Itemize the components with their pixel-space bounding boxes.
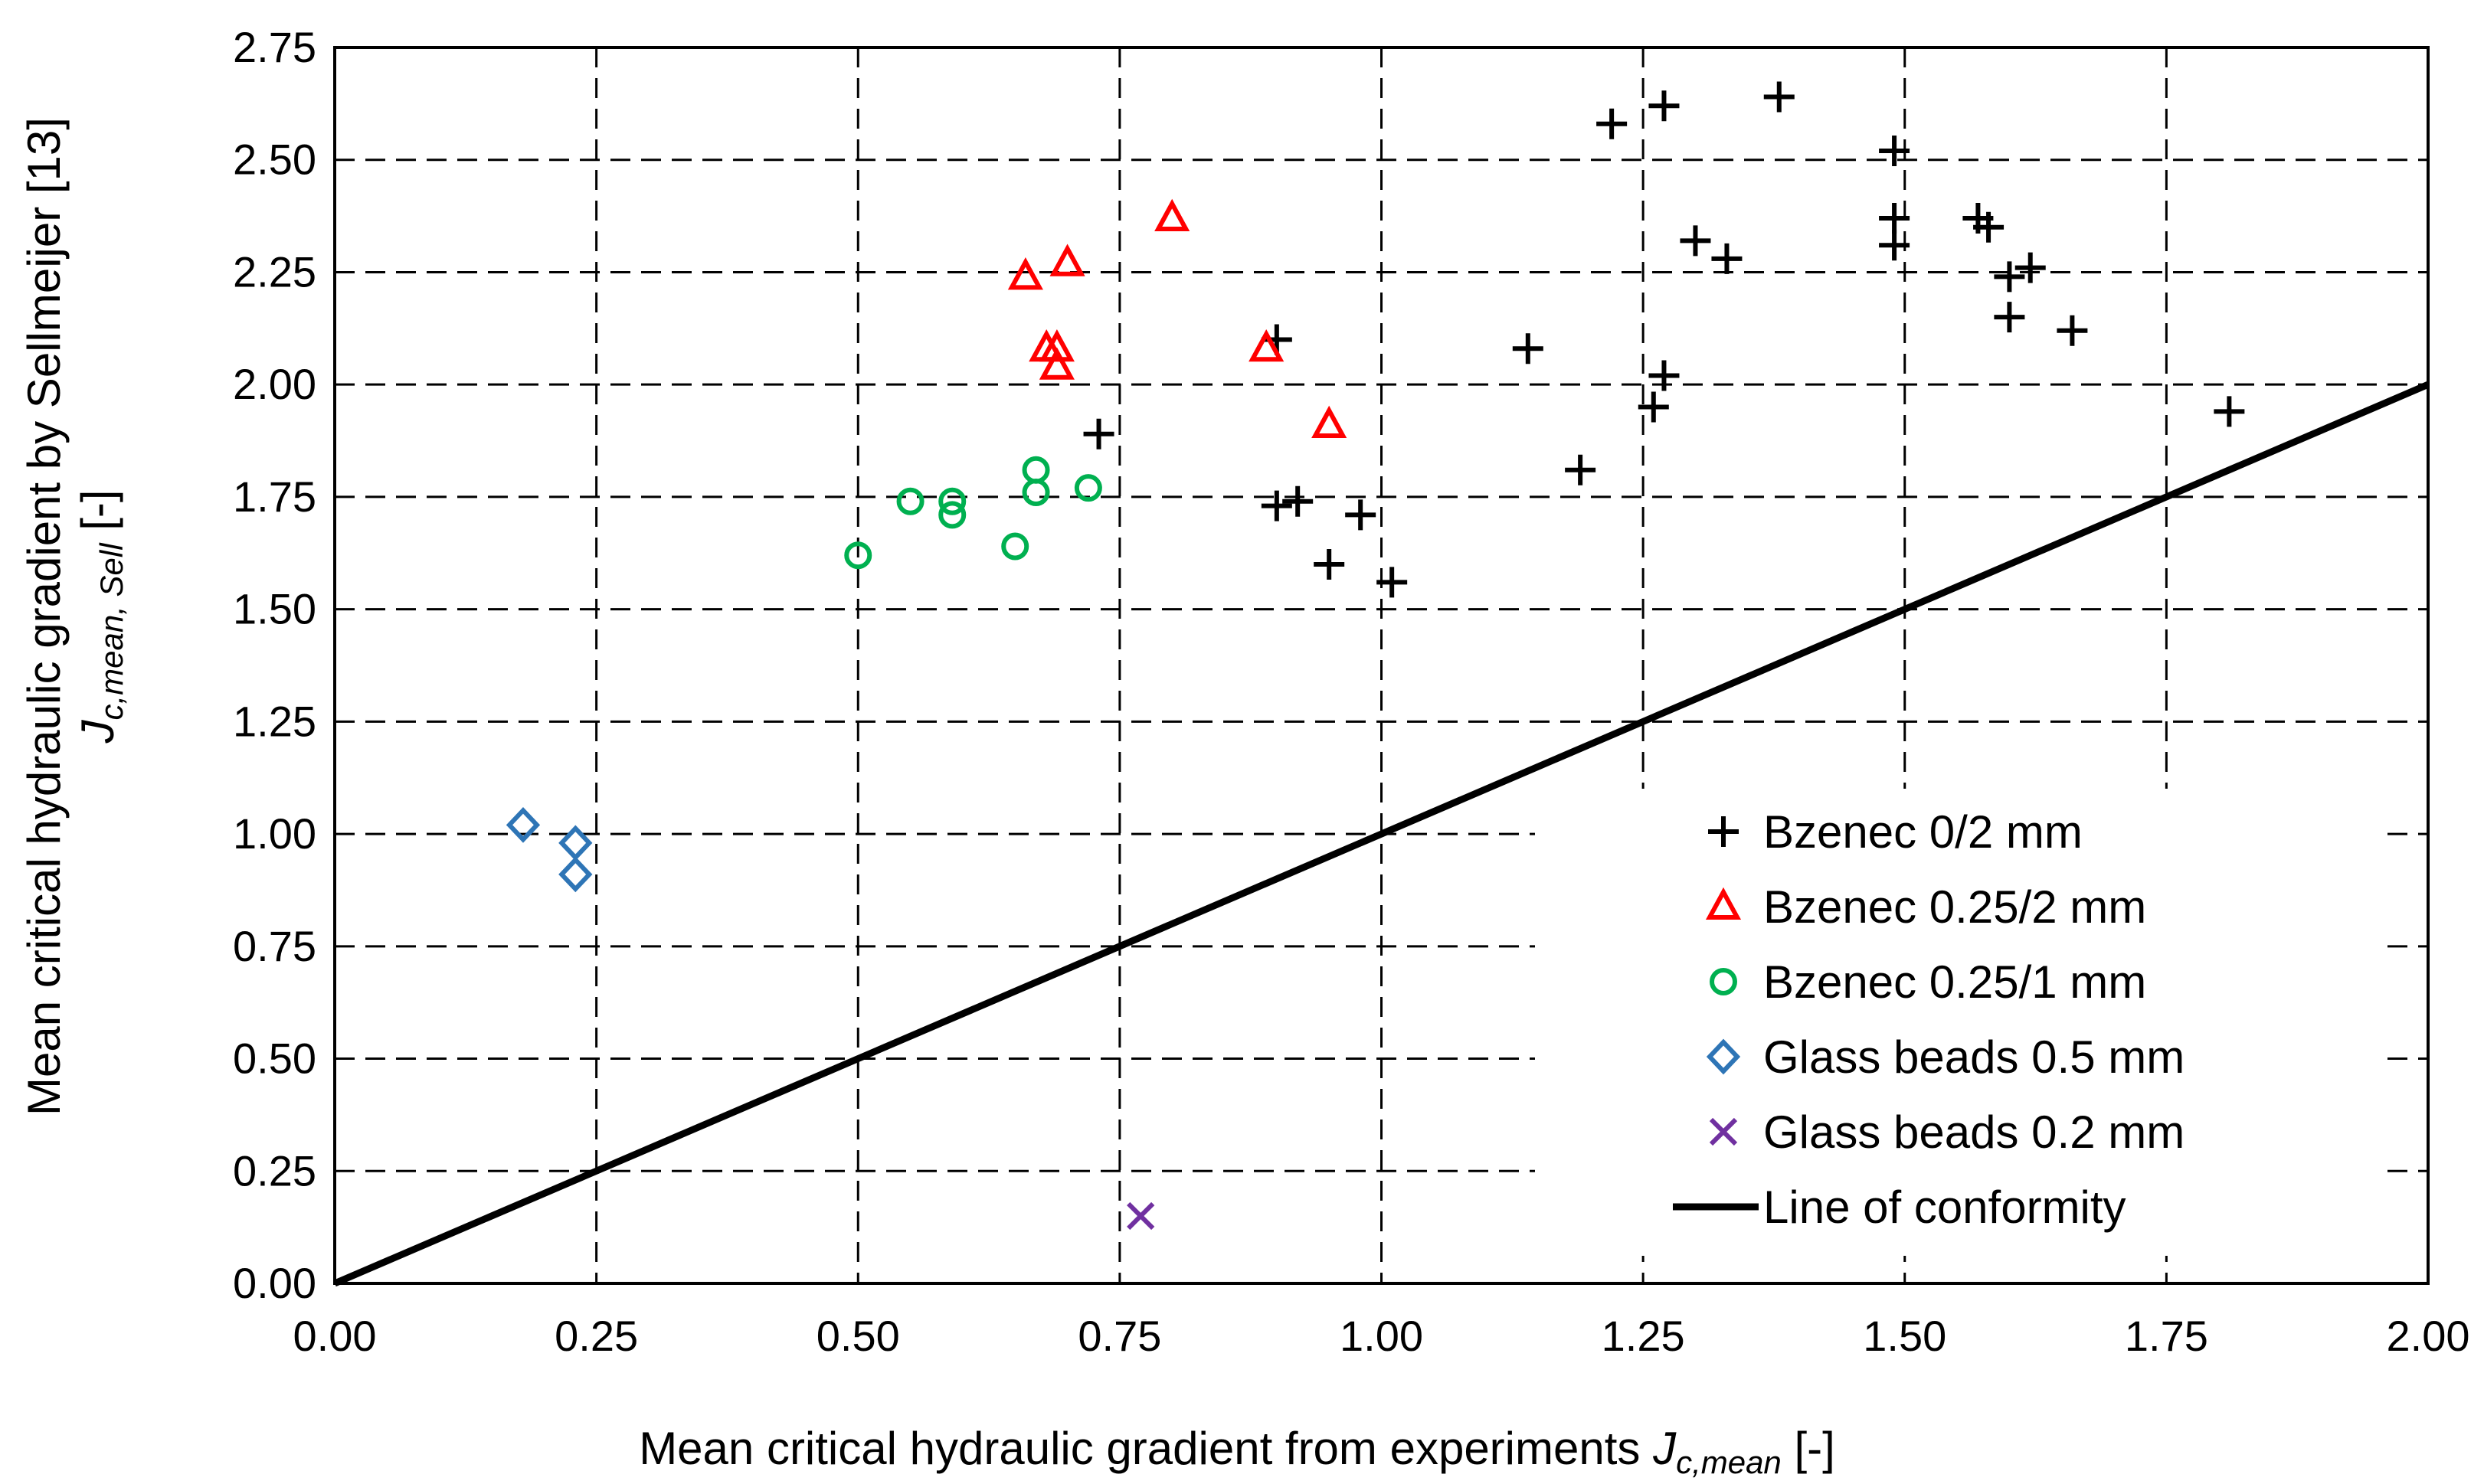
legend: Bzenec 0/2 mm Bzenec 0.25/2 mm Bzenec 0.25… bbox=[1673, 806, 2185, 1233]
y-tick-label: 0.50 bbox=[233, 1035, 316, 1083]
y-axis-label-subscript: c,mean, Sell bbox=[93, 542, 129, 721]
point-bzenec-0-2-mm bbox=[1314, 548, 1345, 580]
x-axis-label-symbol: J bbox=[1652, 1423, 1677, 1474]
point-bzenec-0-25-1-mm bbox=[844, 541, 872, 570]
point-bzenec-0-2-mm bbox=[1994, 261, 2025, 293]
point-bzenec-0-2-mm bbox=[1648, 90, 1680, 122]
legend-label: Bzenec 0/2 mm bbox=[1763, 806, 2083, 858]
y-tick-label: 2.25 bbox=[233, 247, 316, 296]
y-tick-label: 2.00 bbox=[233, 360, 316, 408]
legend-diamond-swatch bbox=[1706, 1038, 1741, 1075]
point-bzenec-0-25-2-mm bbox=[1154, 198, 1190, 232]
y-tick-labels: 0.00 0.25 0.50 0.75 1.00 1.25 1.50 1.75 2.00 2.25… bbox=[233, 23, 316, 1307]
x-tick-label: 0.75 bbox=[1078, 1312, 1161, 1360]
point-bzenec-0-2-mm bbox=[1261, 490, 1292, 521]
legend-label: Bzenec 0.25/2 mm bbox=[1763, 881, 2146, 933]
point-bzenec-0-2-mm bbox=[1596, 108, 1628, 139]
legend-background bbox=[1535, 789, 2381, 1256]
point-glass-beads-0-5-mm bbox=[558, 825, 593, 861]
point-bzenec-0-2-mm bbox=[1879, 203, 1910, 234]
point-bzenec-0-25-2-mm bbox=[1049, 244, 1085, 276]
x-tick-labels: 0.00 0.25 0.50 0.75 1.00 1.25 1.50 1.75 2.00 bbox=[293, 1312, 2470, 1360]
point-bzenec-0-2-mm bbox=[1083, 418, 1114, 449]
point-bzenec-0-2-mm bbox=[1345, 499, 1376, 531]
legend-box bbox=[1535, 789, 2381, 1256]
point-bzenec-0-2-mm bbox=[2214, 396, 2245, 427]
x-tick-label: 0.25 bbox=[555, 1312, 638, 1360]
plot-frame bbox=[333, 46, 2430, 1285]
point-bzenec-0-2-mm bbox=[1512, 333, 1543, 364]
point-glass-beads-0-5-mm bbox=[558, 856, 593, 893]
point-bzenec-0-25-1-mm bbox=[938, 501, 967, 529]
y-axis-label-main: Mean critical hydraulic gradient by Sell… bbox=[18, 117, 70, 1116]
y-tick-label: 2.50 bbox=[233, 136, 316, 184]
point-bzenec-0-25-1-mm bbox=[1022, 479, 1050, 507]
point-bzenec-0-25-2-mm bbox=[1249, 329, 1285, 362]
point-bzenec-0-25-2-mm bbox=[1007, 257, 1043, 290]
x-axis-label-subscript: c,mean bbox=[1676, 1444, 1782, 1480]
point-bzenec-0-2-mm bbox=[1376, 567, 1408, 598]
y-tick-label: 1.00 bbox=[233, 809, 316, 858]
y-axis-label-unit: [-] bbox=[72, 489, 123, 543]
plot-border bbox=[333, 46, 2430, 1285]
point-glass-beads-0-2-mm bbox=[1127, 1201, 1155, 1231]
legend-x-swatch bbox=[1709, 1117, 1738, 1146]
x-axis-label-main: Mean critical hydraulic gradient from ex… bbox=[639, 1423, 1653, 1474]
y-tick-label: 1.75 bbox=[233, 472, 316, 521]
legend-label: Line of conformity bbox=[1763, 1182, 2126, 1233]
point-bzenec-0-25-1-mm bbox=[1074, 474, 1102, 502]
point-bzenec-0-25-2-mm bbox=[1039, 347, 1075, 380]
legend-label: Glass beads 0.2 mm bbox=[1763, 1106, 2185, 1158]
point-bzenec-0-2-mm bbox=[1680, 225, 1711, 257]
legend-circle-swatch bbox=[1710, 968, 1737, 995]
y-tick-label: 0.25 bbox=[233, 1146, 316, 1195]
x-axis-label: Mean critical hydraulic gradient from ex… bbox=[639, 1423, 1835, 1480]
point-bzenec-0-25-1-mm bbox=[896, 487, 925, 515]
conformity-line bbox=[333, 381, 2430, 1287]
point-bzenec-0-2-mm bbox=[1282, 485, 1314, 517]
point-bzenec-0-2-mm bbox=[1565, 454, 1596, 485]
x-tick-label: 1.50 bbox=[1863, 1312, 1946, 1360]
point-bzenec-0-2-mm bbox=[1648, 360, 1680, 391]
point-bzenec-0-2-mm bbox=[1994, 302, 2025, 333]
point-bzenec-0-2-mm bbox=[1973, 211, 2005, 243]
point-bzenec-0-25-1-mm bbox=[938, 487, 967, 515]
x-tick-label: 0.50 bbox=[817, 1312, 900, 1360]
data-points bbox=[506, 81, 2245, 1231]
point-bzenec-0-25-2-mm bbox=[1311, 405, 1347, 439]
legend-label: Glass beads 0.5 mm bbox=[1763, 1031, 2185, 1083]
y-tick-label: 0.75 bbox=[233, 922, 316, 970]
x-tick-label: 1.25 bbox=[1602, 1312, 1685, 1360]
legend-plus-swatch bbox=[1708, 816, 1739, 847]
point-bzenec-0-2-mm bbox=[2057, 315, 2088, 346]
point-bzenec-0-2-mm bbox=[1638, 391, 1669, 423]
x-tick-label: 1.00 bbox=[1340, 1312, 1423, 1360]
x-tick-label: 2.00 bbox=[2387, 1312, 2470, 1360]
legend-label: Bzenec 0.25/1 mm bbox=[1763, 956, 2146, 1008]
y-axis-label: Mean critical hydraulic gradient by Sell… bbox=[18, 117, 129, 1116]
y-tick-label: 1.50 bbox=[233, 585, 316, 633]
x-axis-label-unit: [-] bbox=[1782, 1423, 1835, 1474]
point-bzenec-0-25-1-mm bbox=[1022, 456, 1050, 484]
y-tick-label: 1.25 bbox=[233, 697, 316, 745]
y-axis-label-symbol: J bbox=[72, 720, 123, 744]
point-glass-beads-0-5-mm bbox=[506, 806, 541, 843]
point-bzenec-0-2-mm bbox=[1879, 135, 1910, 166]
x-tick-label: 0.00 bbox=[293, 1312, 377, 1360]
conformity-line-layer bbox=[333, 381, 2430, 1287]
x-tick-label: 1.75 bbox=[2125, 1312, 2208, 1360]
y-tick-label: 2.75 bbox=[233, 23, 316, 71]
point-bzenec-0-25-2-mm bbox=[1039, 329, 1075, 362]
point-bzenec-0-2-mm bbox=[1879, 230, 1910, 261]
legend-triangle-swatch bbox=[1705, 887, 1742, 920]
point-bzenec-0-2-mm bbox=[2014, 252, 2046, 283]
point-bzenec-0-25-1-mm bbox=[1001, 532, 1029, 561]
point-bzenec-0-2-mm bbox=[1763, 81, 1795, 113]
point-bzenec-0-2-mm bbox=[1711, 243, 1743, 274]
y-axis-label-symbol-line: Jc,mean, Sell [-] bbox=[72, 489, 129, 744]
y-tick-label: 0.00 bbox=[233, 1259, 316, 1307]
